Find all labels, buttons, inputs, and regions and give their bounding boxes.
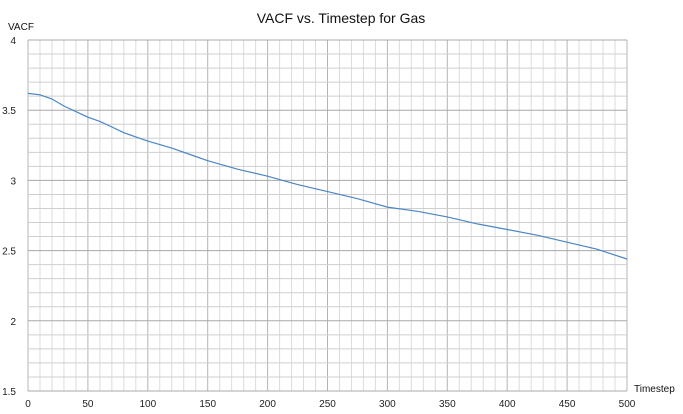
x-tick-label: 200 (259, 399, 276, 410)
x-tick-label: 250 (319, 399, 336, 410)
x-axis-label: Timestep (634, 384, 675, 395)
y-tick-label: 3.5 (2, 106, 16, 117)
x-tick-label: 500 (619, 399, 636, 410)
y-tick-label: 4 (10, 36, 16, 47)
x-tick-label: 350 (439, 399, 456, 410)
x-tick-label: 0 (25, 399, 31, 410)
y-tick-label: 1.5 (2, 387, 16, 398)
x-tick-label: 400 (499, 399, 516, 410)
x-tick-label: 450 (559, 399, 576, 410)
y-tick-label: 2.5 (2, 247, 16, 258)
x-tick-label: 100 (139, 399, 156, 410)
chart-title: VACF vs. Timestep for Gas (257, 10, 426, 26)
x-tick-label: 50 (82, 399, 94, 410)
x-tick-label: 300 (379, 399, 396, 410)
vacf-series-line (27, 92, 628, 260)
y-tick-label: 2 (10, 317, 16, 328)
grid (27, 39, 628, 392)
y-tick-label: 3 (10, 176, 16, 187)
y-axis-ticks: 1.5 2 2.5 3 3.5 4 (2, 36, 16, 398)
x-axis-ticks: 0 50 100 150 200 250 300 350 400 450 500 (25, 399, 636, 410)
x-tick-label: 150 (199, 399, 216, 410)
y-axis-label: VACF (8, 22, 34, 33)
